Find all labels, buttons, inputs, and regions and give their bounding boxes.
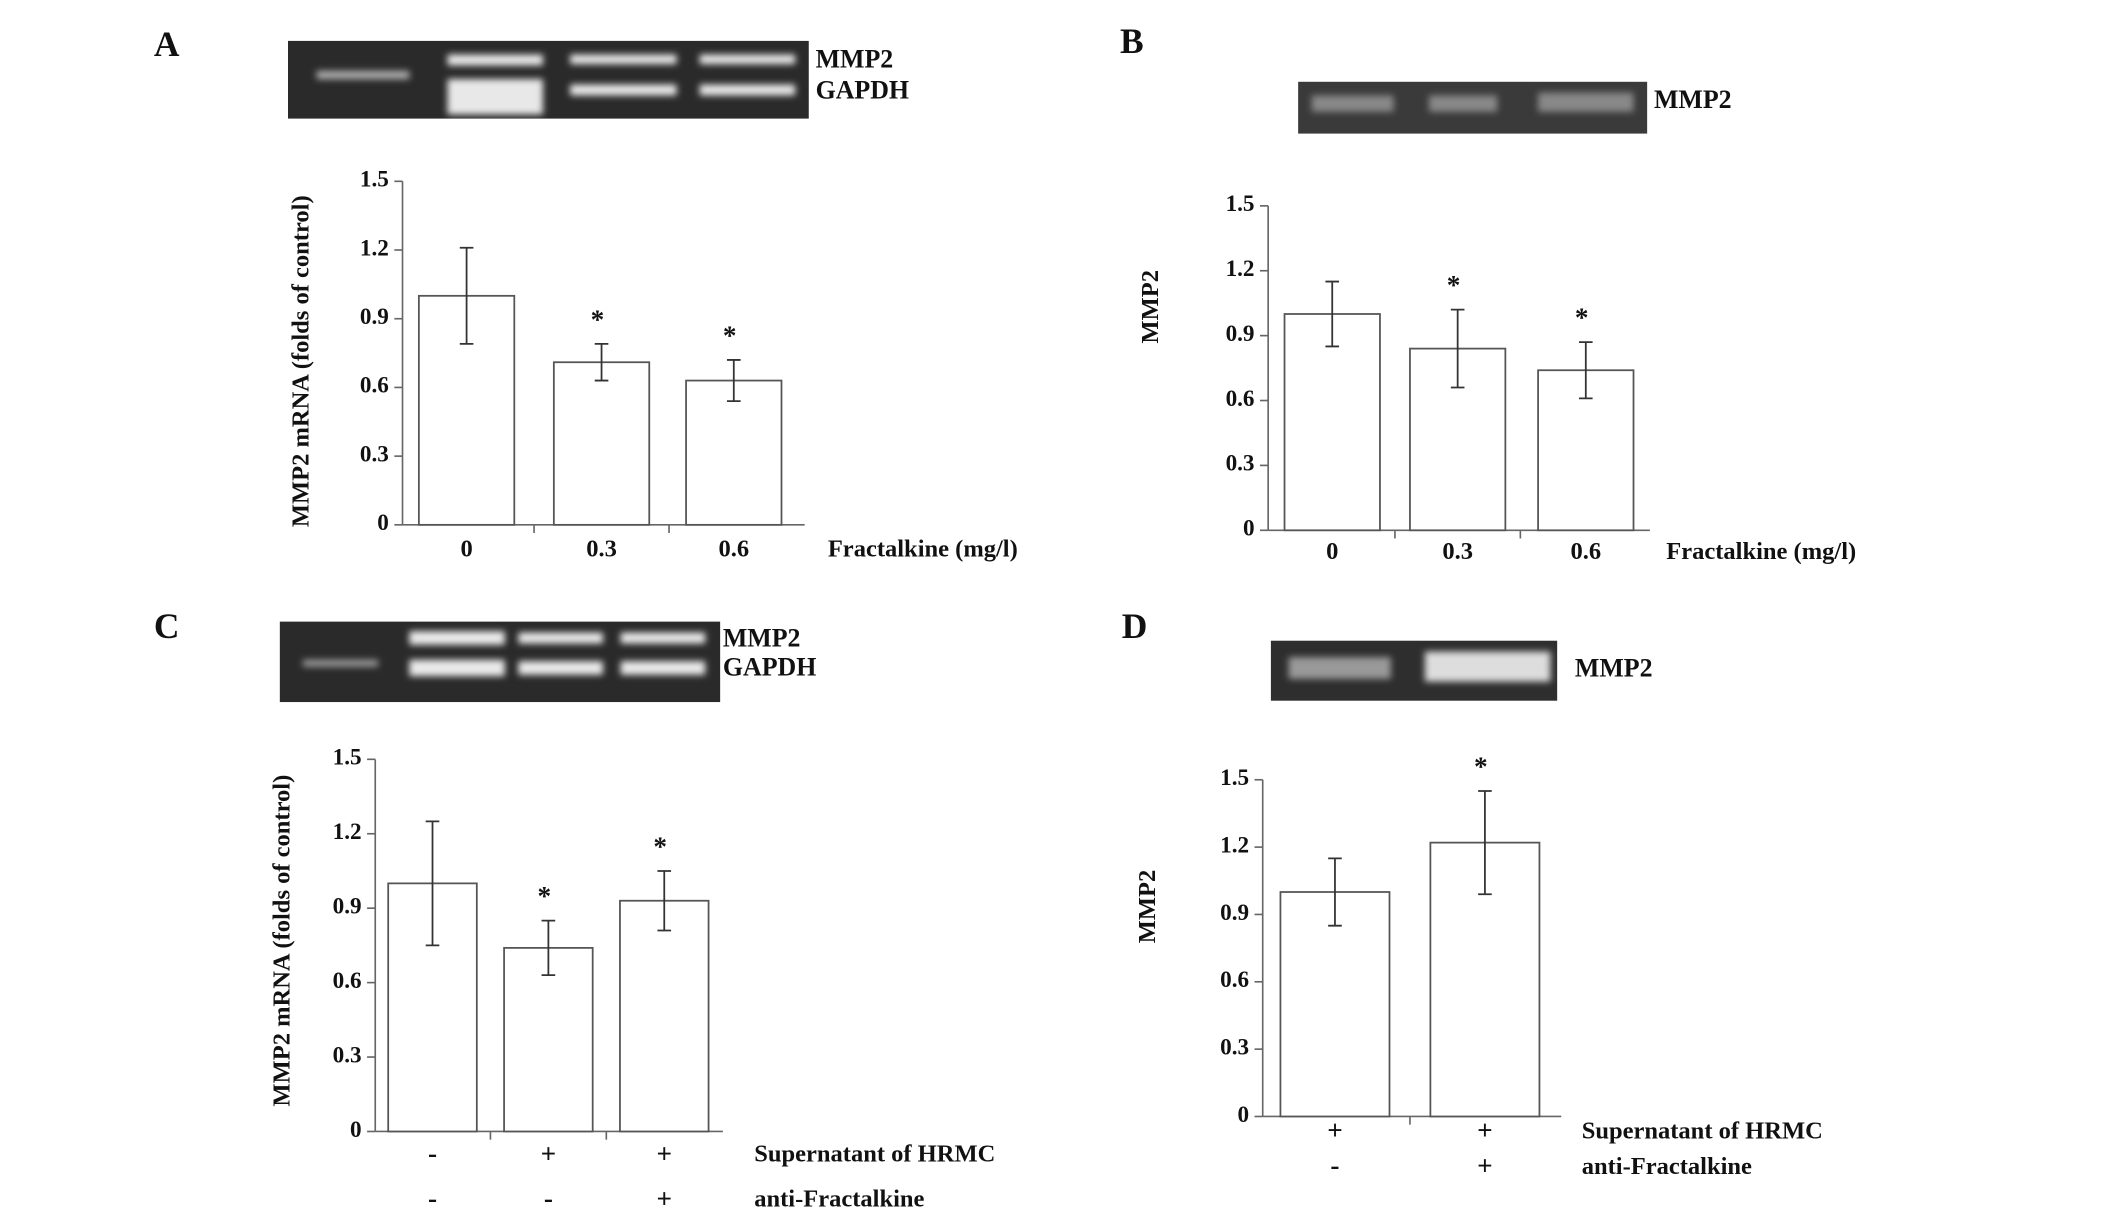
error-bar [1328, 857, 1342, 927]
y-tick-label: 1.5 [1226, 191, 1255, 217]
bar [1279, 891, 1391, 1118]
y-tick-label: 0.9 [1226, 321, 1255, 347]
error-bar [1478, 790, 1492, 896]
bar [685, 379, 783, 526]
error-bar [541, 919, 556, 977]
row-label: Supernatant of HRMC [1582, 1117, 1823, 1144]
y-tick-label: 1.2 [1226, 256, 1255, 282]
x-tick-label: - [428, 1183, 437, 1213]
x-tick-label: - [544, 1183, 553, 1213]
x-tick-label: 0 [1326, 538, 1338, 565]
x-tick-label: + [656, 1138, 672, 1168]
error-bar [1450, 308, 1465, 389]
y-tick-label: 0.6 [1220, 967, 1249, 993]
y-tick-label: 0.6 [1226, 386, 1255, 412]
x-tick-label: + [1477, 1151, 1493, 1181]
x-tick-label: 0.3 [1442, 538, 1473, 565]
y-tick-label: 1.5 [1220, 765, 1249, 791]
x-tick-label: 0 [460, 535, 472, 562]
x-tick-label: + [1327, 1115, 1343, 1145]
panel-label: D [1122, 606, 1148, 646]
significance-mark: * [653, 831, 667, 861]
x-tick-label: - [428, 1138, 437, 1168]
significance-mark: * [1474, 751, 1488, 781]
gel-a [288, 40, 809, 119]
bar [1283, 313, 1381, 532]
y-tick-label: 0.3 [333, 1042, 362, 1068]
x-tick-label: 0.6 [1570, 538, 1601, 565]
y-axis-label: MMP2 [1134, 870, 1161, 944]
x-tick-label: + [1477, 1115, 1493, 1145]
gel-c [279, 621, 721, 703]
significance-mark: * [591, 304, 605, 334]
y-tick-label: 1.2 [1220, 832, 1249, 858]
error-bar [459, 246, 474, 345]
y-tick-label: 1.2 [360, 235, 389, 261]
y-tick-label: 0 [1243, 516, 1255, 542]
gel-b [1298, 81, 1648, 134]
bar [552, 361, 651, 526]
y-tick-label: 0.3 [1226, 451, 1255, 477]
x-tick-label: 0.3 [586, 535, 617, 562]
blot-label: GAPDH [723, 652, 817, 681]
significance-mark: * [537, 881, 551, 911]
row-label: Supernatant of HRMC [754, 1141, 995, 1168]
y-tick-label: 0 [1238, 1102, 1250, 1128]
blot-label: GAPDH [816, 76, 910, 105]
y-tick-label: 0.6 [333, 968, 362, 994]
x-tick-label: + [541, 1138, 557, 1168]
significance-mark: * [1575, 303, 1589, 333]
y-tick-label: 0.3 [1220, 1034, 1249, 1060]
row-label: anti-Fractalkine [1582, 1153, 1752, 1180]
x-axis-label: Fractalkine (mg/l) [828, 535, 1018, 562]
x-tick-label: 0.6 [718, 535, 749, 562]
panel-label: C [154, 606, 180, 646]
bar [503, 946, 594, 1133]
blot-label: MMP2 [1575, 654, 1653, 683]
x-tick-label: - [1330, 1151, 1339, 1181]
y-tick-label: 0 [350, 1117, 362, 1143]
row-label: anti-Fractalkine [754, 1186, 924, 1213]
error-bar [1325, 280, 1340, 348]
panel-label: A [154, 24, 180, 64]
gel-d [1270, 640, 1558, 701]
panel-label: B [1120, 21, 1144, 61]
error-bar [1578, 341, 1593, 400]
y-tick-label: 0.9 [333, 893, 362, 919]
y-tick-label: 0.9 [360, 304, 389, 330]
significance-mark: * [1447, 270, 1461, 300]
x-tick-label: + [656, 1183, 672, 1213]
error-bar [594, 343, 609, 382]
y-axis-label: MMP2 [1137, 270, 1164, 344]
y-tick-label: 1.5 [360, 167, 389, 193]
bar [619, 899, 710, 1133]
y-tick-label: 0.9 [1220, 900, 1249, 926]
error-bar [726, 359, 741, 403]
significance-mark: * [723, 320, 737, 350]
blot-label: MMP2 [723, 624, 801, 653]
error-bar [657, 870, 672, 932]
y-tick-label: 0.3 [360, 441, 389, 467]
blot-label: MMP2 [816, 44, 894, 73]
y-axis-label: MMP2 mRNA (folds of control) [288, 195, 315, 527]
y-tick-label: 1.2 [333, 819, 362, 845]
y-tick-label: 0 [377, 510, 389, 536]
blot-label: MMP2 [1654, 85, 1732, 114]
y-tick-label: 1.5 [333, 745, 362, 771]
x-axis-label: Fractalkine (mg/l) [1666, 538, 1856, 565]
error-bar [425, 820, 440, 947]
y-axis-label: MMP2 mRNA (folds of control) [269, 775, 296, 1107]
y-tick-label: 0.6 [360, 373, 389, 399]
